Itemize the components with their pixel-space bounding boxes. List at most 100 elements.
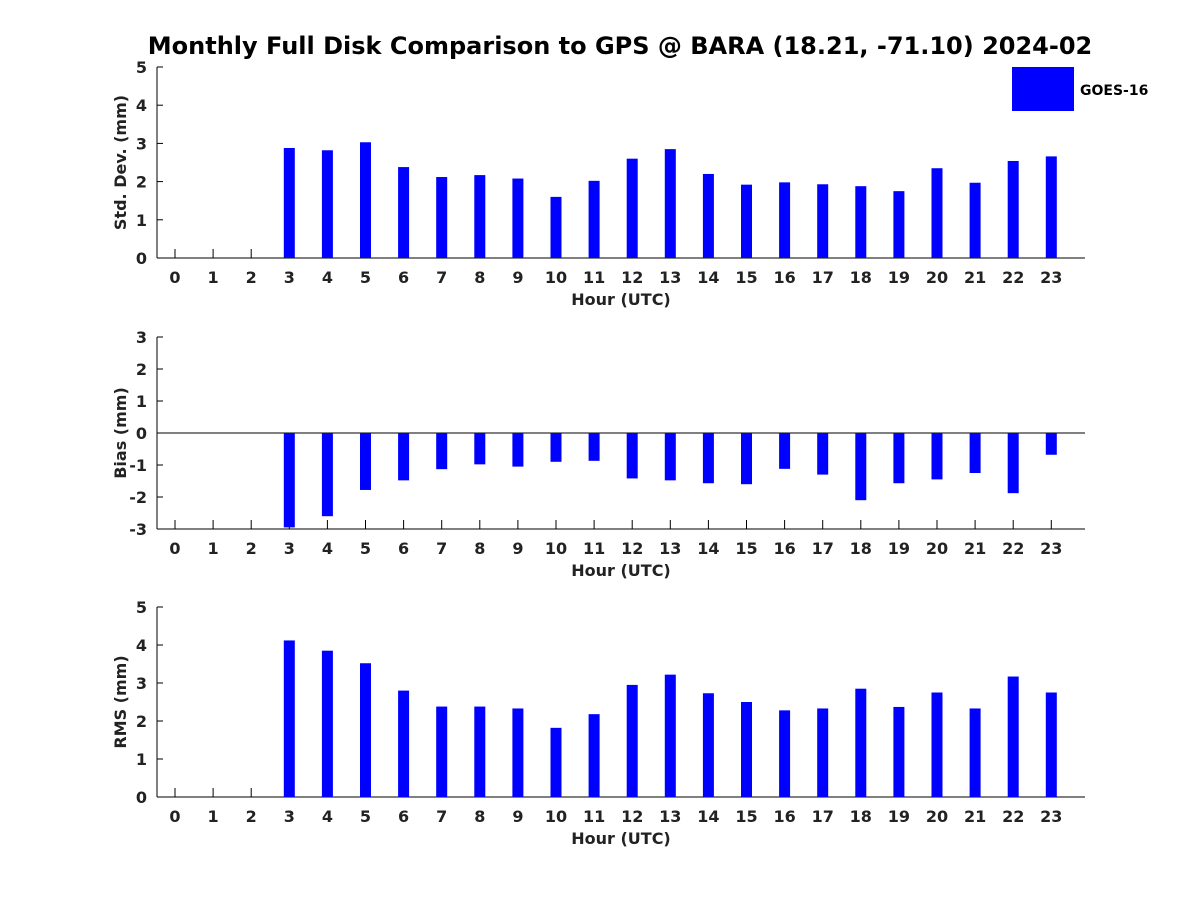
y-tick-label: -3 <box>129 520 147 539</box>
bar-hour-3 <box>283 147 295 258</box>
bar-hour-22 <box>1007 160 1019 258</box>
bar-hour-9 <box>512 178 524 258</box>
y-tick-label: 0 <box>136 249 147 268</box>
x-tick-label: 9 <box>512 268 523 287</box>
y-axis-label: RMS (mm) <box>111 655 130 748</box>
x-tick-label: 20 <box>926 807 948 826</box>
bar-hour-13 <box>664 674 676 797</box>
x-tick-label: 1 <box>208 268 219 287</box>
x-tick-label: 1 <box>208 807 219 826</box>
x-tick-label: 8 <box>474 807 485 826</box>
x-axis-label: Hour (UTC) <box>571 561 671 580</box>
x-tick-label: 17 <box>812 268 834 287</box>
x-tick-label: 10 <box>545 539 567 558</box>
x-tick-label: 19 <box>888 539 910 558</box>
chart-title: Monthly Full Disk Comparison to GPS @ BA… <box>148 32 1092 60</box>
bar-hour-19 <box>893 433 905 484</box>
y-tick-label: 1 <box>136 392 147 411</box>
x-tick-label: 19 <box>888 268 910 287</box>
y-tick-label: -1 <box>129 456 147 475</box>
x-tick-label: 7 <box>436 268 447 287</box>
x-tick-label: 9 <box>512 539 523 558</box>
y-tick-label: 1 <box>136 750 147 769</box>
x-tick-label: 15 <box>735 539 757 558</box>
y-tick-label: 3 <box>136 134 147 153</box>
bar-hour-13 <box>664 433 676 481</box>
x-tick-label: 11 <box>583 268 605 287</box>
x-tick-label: 14 <box>697 807 719 826</box>
x-tick-label: 0 <box>169 268 180 287</box>
bar-hour-22 <box>1007 676 1019 797</box>
bar-hour-15 <box>741 433 752 485</box>
x-axis-label: Hour (UTC) <box>571 290 671 309</box>
x-tick-label: 12 <box>621 539 643 558</box>
x-tick-label: 18 <box>850 807 872 826</box>
y-axis-label: Std. Dev. (mm) <box>111 95 130 230</box>
bar-hour-11 <box>588 180 600 258</box>
x-tick-label: 20 <box>926 539 948 558</box>
bar-hour-3 <box>283 640 295 797</box>
x-tick-label: 18 <box>850 539 872 558</box>
bar-hour-5 <box>360 142 371 258</box>
x-tick-label: 21 <box>964 268 986 287</box>
x-tick-label: 13 <box>659 807 681 826</box>
x-tick-label: 9 <box>512 807 523 826</box>
bar-hour-12 <box>626 684 638 797</box>
x-tick-label: 15 <box>735 268 757 287</box>
x-tick-label: 16 <box>773 268 795 287</box>
x-tick-label: 0 <box>169 807 180 826</box>
y-tick-label: 3 <box>136 328 147 347</box>
y-tick-label: 0 <box>136 424 147 443</box>
bar-hour-18 <box>855 186 867 258</box>
x-tick-label: 2 <box>246 539 257 558</box>
bar-hour-18 <box>855 433 867 501</box>
x-tick-label: 3 <box>284 268 295 287</box>
y-tick-label: 2 <box>136 360 147 379</box>
bar-hour-7 <box>436 433 448 470</box>
bar-hour-22 <box>1007 433 1019 494</box>
x-tick-label: 20 <box>926 268 948 287</box>
x-tick-label: 6 <box>398 807 409 826</box>
x-tick-label: 0 <box>169 539 180 558</box>
bar-hour-11 <box>588 714 600 797</box>
x-tick-label: 1 <box>208 539 219 558</box>
legend-label: GOES-16 <box>1080 83 1148 99</box>
bar-hour-4 <box>321 150 333 258</box>
y-tick-label: 4 <box>136 636 147 655</box>
x-tick-label: 19 <box>888 807 910 826</box>
x-tick-label: 11 <box>583 539 605 558</box>
y-tick-label: 2 <box>136 173 147 192</box>
bar-hour-20 <box>931 433 943 480</box>
bar-hour-15 <box>741 702 752 797</box>
x-tick-label: 4 <box>322 268 333 287</box>
x-tick-label: 16 <box>773 539 795 558</box>
x-tick-label: 3 <box>284 807 295 826</box>
x-tick-label: 22 <box>1002 539 1024 558</box>
y-axis-label: Bias (mm) <box>111 387 130 479</box>
bar-hour-16 <box>779 182 791 258</box>
x-tick-label: 14 <box>697 268 719 287</box>
bar-hour-21 <box>969 182 981 258</box>
y-tick-label: -2 <box>129 488 147 507</box>
bar-hour-19 <box>893 706 905 797</box>
x-tick-label: 15 <box>735 807 757 826</box>
bar-hour-4 <box>321 433 333 517</box>
x-tick-label: 12 <box>621 807 643 826</box>
x-axis-label: Hour (UTC) <box>571 829 671 848</box>
bar-hour-16 <box>779 710 791 797</box>
x-tick-label: 3 <box>284 539 295 558</box>
x-tick-label: 12 <box>621 268 643 287</box>
x-tick-label: 6 <box>398 268 409 287</box>
y-tick-label: 4 <box>136 96 147 115</box>
x-tick-label: 13 <box>659 539 681 558</box>
bar-hour-10 <box>550 196 562 258</box>
bar-hour-23 <box>1045 156 1057 258</box>
x-tick-label: 2 <box>246 807 257 826</box>
x-tick-label: 10 <box>545 807 567 826</box>
x-tick-label: 5 <box>360 268 371 287</box>
x-tick-label: 22 <box>1002 807 1024 826</box>
bar-hour-19 <box>893 191 905 258</box>
